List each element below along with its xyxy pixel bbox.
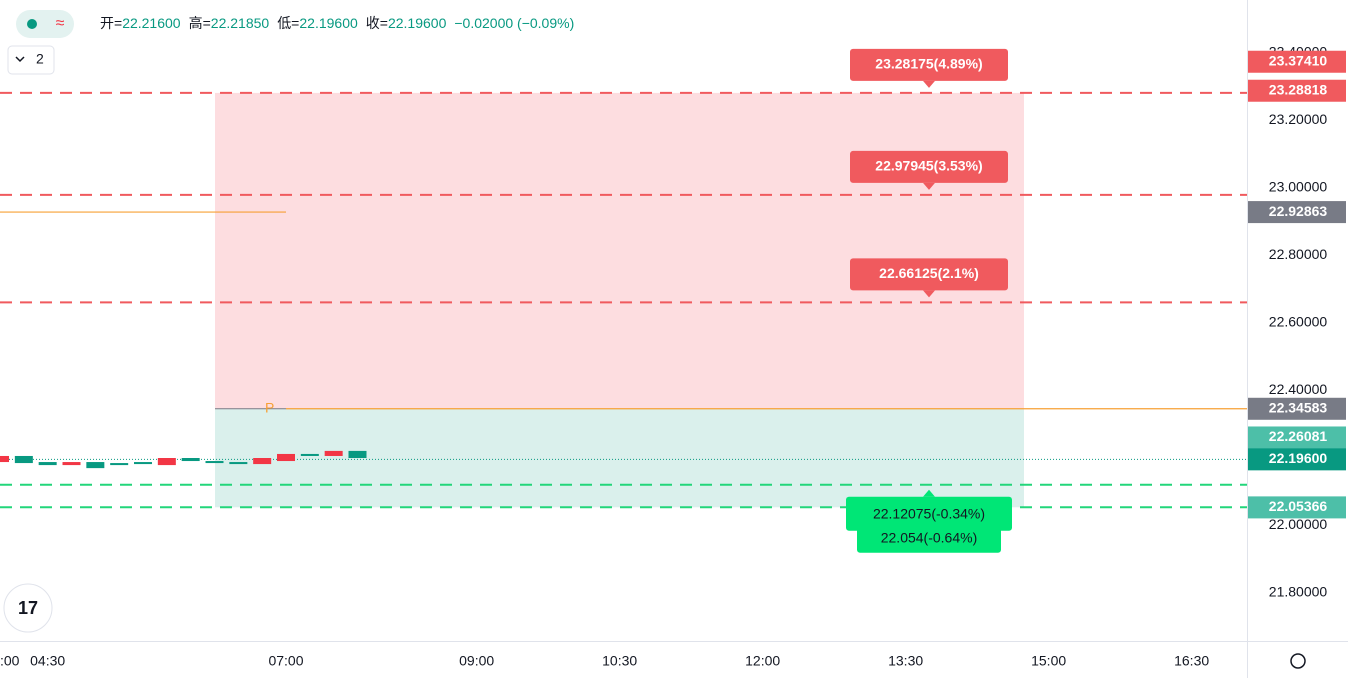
candle xyxy=(300,453,319,456)
ohlc-value: 22.21850 xyxy=(211,15,270,31)
x-tick-label: 04:30 xyxy=(30,653,65,669)
status-dot xyxy=(27,19,37,29)
price-tag-label: 23.28818 xyxy=(1269,81,1328,97)
target-bubble xyxy=(850,258,1008,291)
chevron xyxy=(15,56,25,63)
candle xyxy=(62,462,81,466)
candle xyxy=(86,462,105,469)
loss-zone xyxy=(215,408,1024,508)
stop-bubble xyxy=(846,496,1012,531)
ohlc-label: 高= xyxy=(189,15,211,31)
candle xyxy=(181,458,200,462)
x-tick-label: 09:00 xyxy=(459,653,494,669)
status-icon: ≈ xyxy=(56,15,65,32)
ohlc-change: −0.02000 (−0.09%) xyxy=(454,15,574,31)
price-tag xyxy=(1248,201,1346,224)
candle xyxy=(157,458,176,466)
price-tag-label: 22.34583 xyxy=(1269,399,1328,415)
ohlc-header: 开=22.21600 高=22.21850 低=22.19600 收=22.19600… xyxy=(100,15,574,31)
x-tick-label: 13:30 xyxy=(888,653,923,669)
price-tag xyxy=(1248,496,1346,519)
candle xyxy=(38,462,57,466)
candle xyxy=(229,462,248,465)
x-tick-label: 10:30 xyxy=(602,653,637,669)
price-tag xyxy=(1248,50,1346,73)
status-pill[interactable] xyxy=(16,10,74,38)
logo[interactable] xyxy=(3,583,53,633)
stop-label: 22.054(-0.64%) xyxy=(881,529,978,545)
ohlc-label: 开= xyxy=(100,15,122,31)
candle xyxy=(253,458,272,465)
price-tag-label: 22.92863 xyxy=(1269,203,1328,219)
y-tick-label: 22.00000 xyxy=(1269,516,1328,532)
candle xyxy=(14,455,33,464)
price-tag xyxy=(1248,426,1346,449)
target-bubble xyxy=(850,150,1008,183)
interval-button[interactable] xyxy=(7,45,55,75)
candle xyxy=(205,461,224,464)
candle xyxy=(134,462,153,465)
price-tag-label: 22.19600 xyxy=(1269,450,1328,466)
candle xyxy=(0,455,10,463)
ohlc-value: 22.19600 xyxy=(299,15,358,31)
target-label: 22.66125(2.1%) xyxy=(879,265,979,281)
x-tick-label: 12:00 xyxy=(745,653,780,669)
price-tag xyxy=(1248,448,1346,471)
price-tag xyxy=(1248,79,1346,102)
price-tag-label: 22.05366 xyxy=(1269,498,1328,514)
target-label: 23.28175(4.89%) xyxy=(875,56,982,72)
stop-bubble xyxy=(857,524,1001,553)
candle xyxy=(324,450,343,456)
y-tick-label: 23.00000 xyxy=(1269,179,1328,195)
x-tick-label: :00 xyxy=(0,653,20,669)
bubble-pointer xyxy=(923,290,935,298)
stop-label: 22.12075(-0.34%) xyxy=(873,505,985,521)
bubble-pointer xyxy=(923,489,935,497)
interval-count: 2 xyxy=(36,51,44,67)
y-tick-label: 22.40000 xyxy=(1269,381,1328,397)
x-tick-label: 15:00 xyxy=(1031,653,1066,669)
ohlc-label: 收= xyxy=(366,15,388,31)
y-tick-label: 22.80000 xyxy=(1269,246,1328,262)
price-tag xyxy=(1248,397,1346,420)
logo-mark: 17 xyxy=(18,598,38,618)
profit-zone xyxy=(215,92,1024,409)
candle xyxy=(348,450,367,458)
candle xyxy=(110,463,129,466)
price-tag-label: 23.37410 xyxy=(1269,52,1328,68)
x-tick-label: 16:30 xyxy=(1174,653,1209,669)
candle xyxy=(277,453,295,462)
ohlc-label: 低= xyxy=(277,15,299,31)
y-tick-label: 23.20000 xyxy=(1269,111,1328,127)
entry-label: P xyxy=(265,399,274,415)
bubble-pointer xyxy=(923,182,935,190)
bubble-pointer xyxy=(923,80,935,88)
ohlc-value: 22.19600 xyxy=(388,15,447,31)
target-bubble xyxy=(850,48,1008,81)
gear xyxy=(1290,653,1306,669)
settings-icon[interactable] xyxy=(1290,653,1306,669)
x-tick-label: 07:00 xyxy=(268,653,303,669)
y-tick-label: 21.80000 xyxy=(1269,584,1328,600)
y-tick-label: 22.60000 xyxy=(1269,314,1328,330)
target-label: 22.97945(3.53%) xyxy=(875,158,982,174)
price-tag-label: 22.26081 xyxy=(1269,428,1328,444)
ohlc-value: 22.21600 xyxy=(122,15,181,31)
